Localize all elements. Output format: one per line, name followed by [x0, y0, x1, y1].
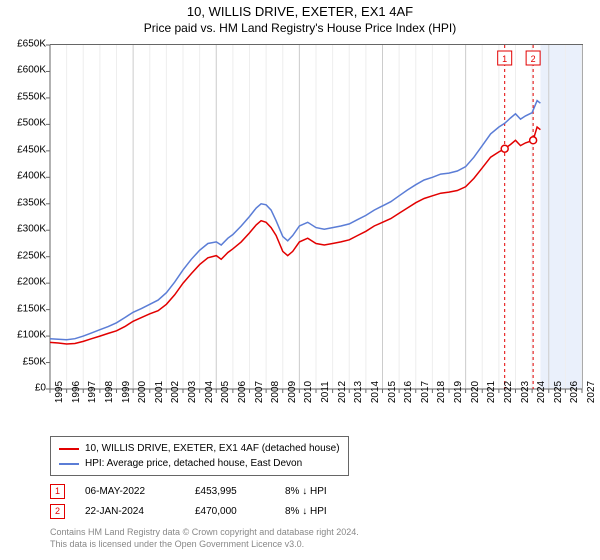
x-tick-label: 2023	[520, 381, 531, 403]
legend-label: 10, WILLIS DRIVE, EXETER, EX1 4AF (detac…	[85, 441, 340, 456]
x-tick-label: 2002	[170, 381, 181, 403]
x-tick-label: 2012	[337, 381, 348, 403]
x-tick-label: 1995	[54, 381, 65, 403]
x-tick-label: 2001	[154, 381, 165, 403]
sale-date: 06-MAY-2022	[85, 486, 175, 497]
y-tick-label: £150K	[17, 303, 46, 314]
sales-row: 1 06-MAY-2022 £453,995 8% ↓ HPI	[50, 481, 375, 501]
x-tick-label: 2021	[486, 381, 497, 403]
license-line-1: Contains HM Land Registry data © Crown c…	[50, 527, 359, 537]
x-tick-label: 2011	[320, 381, 331, 403]
x-tick-label: 2014	[370, 381, 381, 403]
y-tick-label: £300K	[17, 224, 46, 235]
plot-svg: 12	[50, 45, 582, 389]
x-tick-label: 2027	[586, 381, 597, 403]
sale-diff: 8% ↓ HPI	[285, 506, 375, 517]
x-tick-label: 2005	[220, 381, 231, 403]
x-tick-label: 1996	[71, 381, 82, 403]
x-tick-label: 2004	[204, 381, 215, 403]
license-line-2: This data is licensed under the Open Gov…	[50, 539, 304, 549]
x-tick-label: 2024	[536, 381, 547, 403]
marker-badge: 2	[50, 504, 65, 519]
y-tick-label: £0	[35, 383, 46, 394]
y-tick-label: £250K	[17, 250, 46, 261]
x-tick-label: 2000	[137, 381, 148, 403]
x-tick-label: 2013	[353, 381, 364, 403]
x-tick-label: 2026	[569, 381, 580, 403]
y-tick-label: £400K	[17, 171, 46, 182]
y-tick-label: £650K	[17, 39, 46, 50]
y-tick-label: £200K	[17, 277, 46, 288]
x-tick-label: 2008	[270, 381, 281, 403]
x-tick-label: 2006	[237, 381, 248, 403]
sale-diff: 8% ↓ HPI	[285, 486, 375, 497]
legend-row: HPI: Average price, detached house, East…	[59, 456, 340, 471]
title-address: 10, WILLIS DRIVE, EXETER, EX1 4AF	[0, 4, 600, 19]
y-tick-label: £450K	[17, 144, 46, 155]
sales-table: 1 06-MAY-2022 £453,995 8% ↓ HPI 2 22-JAN…	[50, 481, 375, 521]
x-tick-label: 2007	[254, 381, 265, 403]
sales-row: 2 22-JAN-2024 £470,000 8% ↓ HPI	[50, 501, 375, 521]
x-tick-label: 2016	[403, 381, 414, 403]
x-tick-label: 2010	[303, 381, 314, 403]
svg-text:2: 2	[531, 54, 536, 64]
x-tick-label: 2022	[503, 381, 514, 403]
legend: 10, WILLIS DRIVE, EXETER, EX1 4AF (detac…	[50, 436, 349, 476]
x-tick-label: 2015	[387, 381, 398, 403]
chart-container: 10, WILLIS DRIVE, EXETER, EX1 4AF Price …	[0, 0, 600, 560]
sale-price: £453,995	[195, 486, 265, 497]
sale-price: £470,000	[195, 506, 265, 517]
x-tick-label: 2019	[453, 381, 464, 403]
plot-area: 12	[50, 44, 583, 389]
x-tick-label: 2003	[187, 381, 198, 403]
svg-text:1: 1	[502, 54, 507, 64]
y-tick-label: £550K	[17, 91, 46, 102]
legend-row: 10, WILLIS DRIVE, EXETER, EX1 4AF (detac…	[59, 441, 340, 456]
y-tick-label: £100K	[17, 330, 46, 341]
y-tick-label: £600K	[17, 65, 46, 76]
license: Contains HM Land Registry data © Crown c…	[50, 526, 590, 550]
title-block: 10, WILLIS DRIVE, EXETER, EX1 4AF Price …	[0, 0, 600, 35]
y-tick-label: £350K	[17, 197, 46, 208]
x-tick-label: 2017	[420, 381, 431, 403]
x-tick-label: 1999	[121, 381, 132, 403]
x-tick-label: 2018	[436, 381, 447, 403]
x-tick-label: 2020	[470, 381, 481, 403]
x-tick-label: 2025	[553, 381, 564, 403]
x-tick-label: 1998	[104, 381, 115, 403]
legend-swatch	[59, 463, 79, 465]
legend-swatch	[59, 448, 79, 450]
y-tick-label: £500K	[17, 118, 46, 129]
legend-label: HPI: Average price, detached house, East…	[85, 456, 302, 471]
marker-badge: 1	[50, 484, 65, 499]
x-tick-label: 2009	[287, 381, 298, 403]
y-tick-label: £50K	[23, 356, 46, 367]
x-tick-label: 1997	[87, 381, 98, 403]
sale-date: 22-JAN-2024	[85, 506, 175, 517]
title-subtitle: Price paid vs. HM Land Registry's House …	[0, 21, 600, 35]
